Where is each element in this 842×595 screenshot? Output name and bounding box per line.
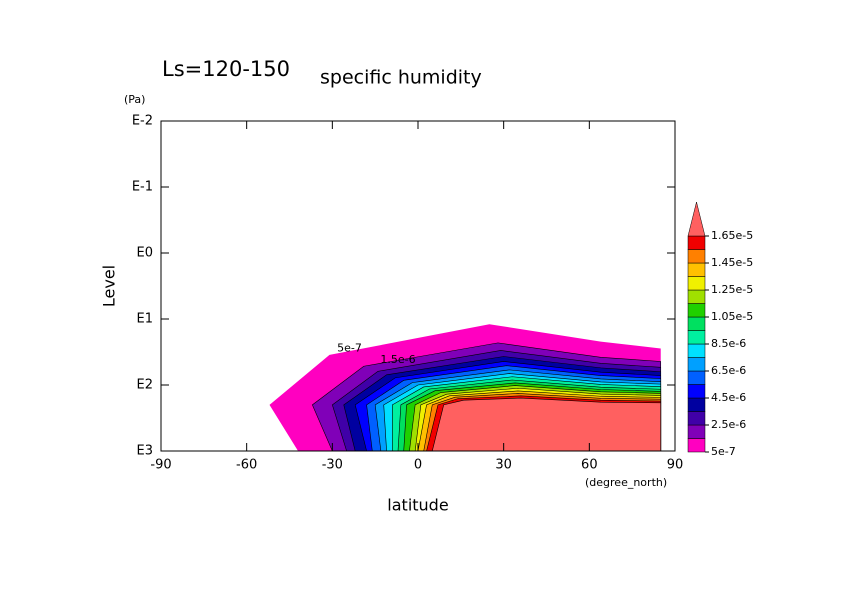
colorbar-box xyxy=(687,262,706,277)
colorbar-tick-label: 6.5e-6 xyxy=(711,364,746,377)
colorbar-tick-label: 1.25e-5 xyxy=(711,283,753,296)
colorbar-extension xyxy=(687,201,706,237)
colorbar-tick-label: 1.65e-5 xyxy=(711,229,753,242)
x-tick-label: 60 xyxy=(581,458,598,473)
colorbar-box xyxy=(687,384,706,399)
colorbar-box xyxy=(687,438,706,453)
y-unit: (Pa) xyxy=(124,93,145,106)
x-tick-label: 90 xyxy=(667,458,684,473)
chart-subtitle: specific humidity xyxy=(320,67,482,89)
colorbar-box xyxy=(687,249,706,264)
colorbar-tick-label: 4.5e-6 xyxy=(711,391,746,404)
colorbar-box xyxy=(687,303,706,318)
y-tick-label: E3 xyxy=(137,444,154,459)
colorbar-tick-label: 1.45e-5 xyxy=(711,256,753,269)
colorbar-tick-label: 1.05e-5 xyxy=(711,310,753,323)
colorbar-box xyxy=(687,289,706,304)
colorbar-tick-label: 8.5e-6 xyxy=(711,337,746,350)
y-tick-label: E0 xyxy=(137,246,154,261)
x-tick-label: -60 xyxy=(236,458,257,473)
contour-label: 5e-7 xyxy=(337,342,362,355)
colorbar-box xyxy=(687,357,706,372)
colorbar-box xyxy=(687,411,706,426)
y-axis-label: Level xyxy=(100,265,119,307)
colorbar-box xyxy=(687,343,706,358)
x-tick-label: 30 xyxy=(495,458,512,473)
colorbar-box xyxy=(687,330,706,345)
colorbar-box xyxy=(687,276,706,291)
y-tick-label: E2 xyxy=(137,378,154,393)
y-tick-label: E-2 xyxy=(132,114,153,129)
colorbar-box xyxy=(687,235,706,250)
colorbar-box xyxy=(687,316,706,331)
colorbar-box xyxy=(687,397,706,412)
contour-fills xyxy=(269,324,662,451)
x-tick-label: -30 xyxy=(322,458,343,473)
y-tick-label: E1 xyxy=(137,312,154,327)
y-tick-label: E-1 xyxy=(132,180,153,195)
contour-region xyxy=(431,397,662,451)
colorbar-tick-label: 2.5e-6 xyxy=(711,418,746,431)
x-tick-label: -90 xyxy=(150,458,171,473)
x-tick-label: 0 xyxy=(414,458,422,473)
contour-label: 1.5e-6 xyxy=(380,353,415,366)
colorbar-box xyxy=(687,424,706,439)
x-unit: (degree_north) xyxy=(585,476,667,489)
colorbar-tick-label: 5e-7 xyxy=(711,445,736,458)
x-axis-label: latitude xyxy=(387,496,448,515)
chart-title: Ls=120-150 xyxy=(162,57,290,81)
colorbar-box xyxy=(687,370,706,385)
